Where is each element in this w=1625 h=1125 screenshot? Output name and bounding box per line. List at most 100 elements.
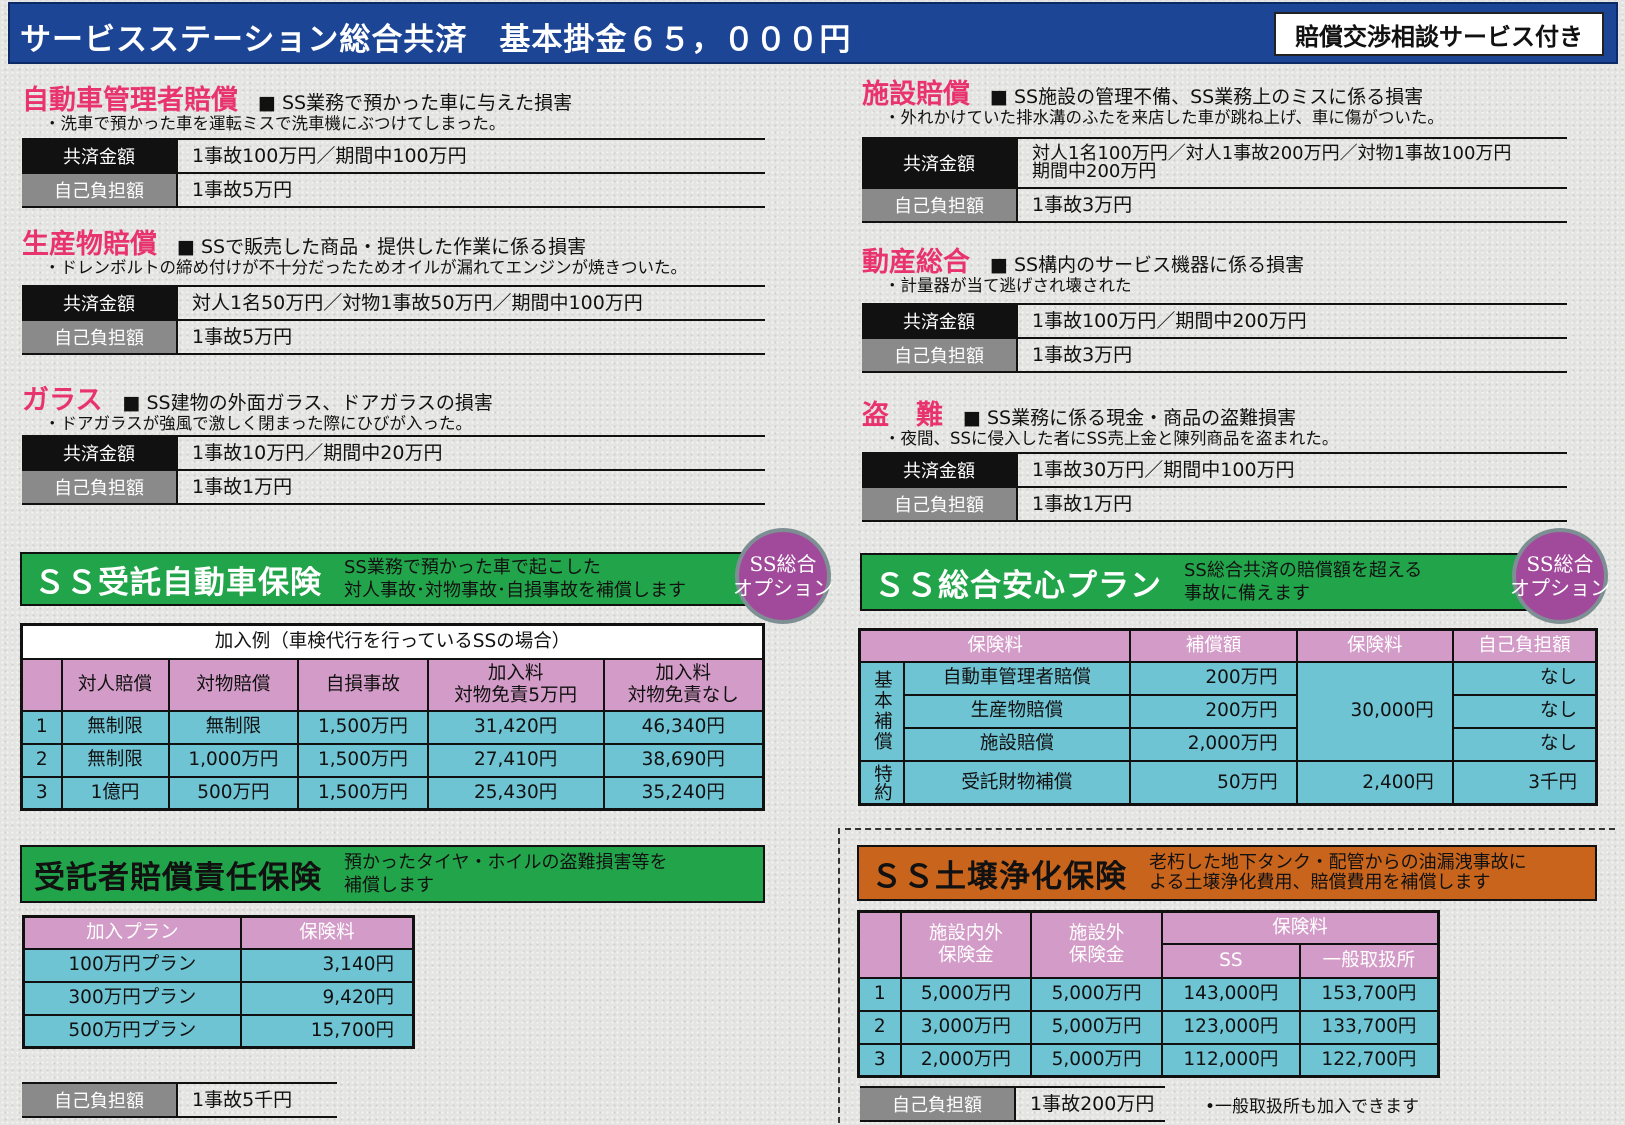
section-desc: SS建物の外面ガラス、ドアガラスの損害 — [122, 388, 492, 415]
table-cell: 112,000円 — [1160, 1042, 1301, 1078]
divider — [838, 828, 840, 1123]
table-row: 100万円プラン 3,140円 — [22, 947, 415, 983]
table-cell: 保険料 — [1160, 910, 1440, 945]
table-cell: 自損事故 — [297, 657, 429, 712]
table-cell: 無制限 — [60, 742, 170, 778]
table-cell: 保険料 — [1295, 628, 1454, 663]
trust-insurance-banner: 受託者賠償責任保険 預かったタイヤ・ホイルの盗難損害等を 補償します — [20, 845, 765, 903]
table-cell: 100万円プラン — [22, 947, 242, 983]
coverage-value: 1事故30万円／期間中100万円 — [1016, 452, 1567, 488]
table-cell: 3 — [857, 1042, 902, 1078]
table-cell: 30,000円 — [1295, 660, 1454, 762]
table-cell — [857, 910, 902, 979]
auto-insurance-table: 加入例（車検代行を行っているSSの場合） 対人賠償 対物賠償 自損事故 加入料 対物免責… — [20, 623, 765, 811]
table-cell: 3,140円 — [239, 947, 415, 983]
coverage-section: ガラス SS建物の外面ガラス、ドアガラスの損害 — [22, 378, 493, 417]
table-cell: SS — [1160, 942, 1301, 979]
table-cell: 35,240円 — [602, 775, 765, 811]
table-cell: 3千円 — [1451, 759, 1598, 806]
section-example: ・ドレンボルトの締め付けが不十分だったためオイルが漏れてエンジンが焼きついた。 — [44, 258, 688, 277]
table-cell: 受託財物補償 — [902, 759, 1132, 806]
table-cell: 施設内外 保険金 — [899, 910, 1033, 979]
section-title: 施設賠償 — [862, 79, 970, 110]
plan-table: 保険料 補償額 保険料 自己負担額 基本補償 自動車管理者賠償 200万円 30,000円 なし… — [858, 628, 1598, 806]
table-cell: 1,500万円 — [297, 709, 429, 745]
table-cell: 300万円プラン — [22, 980, 242, 1016]
coverage-value: 対人1名50万円／対物1事故50万円／期間中100万円 — [176, 285, 765, 321]
table-cell: 3 — [20, 775, 63, 811]
option-badge: SS総合 オプション — [733, 528, 833, 624]
section-desc: SS業務で預かった車に与えた損害 — [258, 88, 572, 115]
auto-insurance-desc: SS業務で預かった車で起こした 対人事故･対物事故･自損事故を補償します — [344, 556, 686, 601]
coverage-section: 盗 難 SS業務に係る現金・商品の盗難損害 — [862, 393, 1296, 432]
table-cell: 15,700円 — [239, 1013, 415, 1049]
table-row: 2 無制限 1,000万円 1,500万円 27,410円 38,690円 — [20, 742, 765, 778]
table-cell: なし — [1451, 726, 1598, 762]
section-desc: SS業務に係る現金・商品の盗難損害 — [963, 403, 1296, 430]
table-cell: 自動車管理者賠償 — [902, 660, 1132, 696]
section-example: ・計量器が当て逃げされ壊された — [884, 276, 1132, 295]
section-title: 自動車管理者賠償 — [22, 85, 238, 116]
deductible-label: 自己負担額 — [22, 1082, 177, 1118]
table-cell: 施設賠償 — [902, 726, 1132, 762]
table-cell: 対物賠償 — [167, 657, 300, 712]
section-table: 共済金額 1事故30万円／期間中100万円 自己負担額 1事故1万円 — [862, 452, 1567, 522]
table-row: 基本補償 自動車管理者賠償 200万円 30,000円 なし — [858, 660, 1598, 762]
table-cell: 5,000万円 — [1030, 1042, 1163, 1078]
table-cell: 生産物賠償 — [902, 693, 1132, 729]
table-cell: 200万円 — [1129, 660, 1298, 696]
coverage-section: 動産総合 SS構内のサービス機器に係る損害 — [862, 240, 1304, 279]
section-table: 共済金額 1事故100万円／期間中200万円 自己負担額 1事故3万円 — [862, 303, 1567, 373]
deductible-value: 1事故1万円 — [1016, 486, 1567, 522]
trust-deductible-table: 自己負担額 1事故5千円 — [22, 1082, 337, 1118]
page-title: サービスステーション総合共済 基本掛金６５，０００円 — [20, 22, 852, 58]
table-cell: 2,400円 — [1295, 759, 1454, 806]
deductible-value: 1事故3万円 — [1016, 337, 1567, 373]
table-cell: 補償額 — [1129, 628, 1298, 663]
table-row: 3 1億円 500万円 1,500万円 25,430円 35,240円 — [20, 775, 765, 811]
table-cell: 1,500万円 — [297, 775, 429, 811]
table-cell: 加入プラン — [22, 915, 242, 950]
table-cell: 25,430円 — [426, 775, 605, 811]
deductible-label: 自己負担額 — [22, 172, 177, 208]
coverage-label: 共済金額 — [862, 303, 1017, 339]
table-cell: 1,000万円 — [167, 742, 300, 778]
section-desc: SS施設の管理不備、SS業務上のミスに係る損害 — [990, 82, 1423, 109]
deductible-value: 1事故3万円 — [1016, 187, 1567, 223]
soil-banner: ＳＳ土壌浄化保険 老朽した地下タンク・配管からの油漏洩事故に よる土壌浄化費用、… — [857, 845, 1597, 901]
coverage-label: 共済金額 — [862, 137, 1017, 189]
table-cell: なし — [1451, 660, 1598, 696]
deductible-label: 自己負担額 — [22, 469, 177, 505]
table-cell: 1 — [20, 709, 63, 745]
table-cell: 施設外 保険金 — [1030, 910, 1163, 979]
section-title: 生産物賠償 — [22, 229, 157, 260]
table-cell: 5,000万円 — [1030, 976, 1163, 1012]
table-cell: 9,420円 — [239, 980, 415, 1016]
trust-insurance-table: 加入プラン 保険料 100万円プラン 3,140円 300万円プラン 9,420円 500万… — [22, 915, 415, 1049]
section-table: 共済金額 対人1名50万円／対物1事故50万円／期間中100万円 自己負担額 1… — [22, 285, 765, 355]
table-cell: 1億円 — [60, 775, 170, 811]
table-row: 施設賠償 2,000万円 なし — [860, 726, 1598, 762]
table-cell: 50万円 — [1129, 759, 1298, 806]
table-cell: 1 — [857, 976, 902, 1012]
soil-table: 施設内外 保険金 施設外 保険金 保険料 SS 一般取扱所 1 5,000万円 5,000万円… — [857, 910, 1440, 1078]
table-cell: 自己負担額 — [1451, 628, 1598, 663]
table-cell: 153,700円 — [1298, 976, 1440, 1012]
deductible-label: 自己負担額 — [862, 187, 1017, 223]
section-title: 動産総合 — [862, 247, 970, 278]
group-label: 特約 — [858, 759, 905, 806]
coverage-section: 自動車管理者賠償 SS業務で預かった車に与えた損害 — [22, 78, 572, 117]
section-example: ・夜間、SSに侵入した者にSS売上金と陳列商品を盗まれた。 — [884, 429, 1339, 448]
plan-banner: ＳＳ総合安心プラン SS総合共済の賠償額を超える 事故に備えます — [860, 553, 1550, 611]
table-cell: 2,000万円 — [899, 1042, 1033, 1078]
table-row: 500万円プラン 15,700円 — [22, 1013, 415, 1049]
table-cell: 2,000万円 — [1129, 726, 1298, 762]
table-cell: 保険料 — [858, 628, 1132, 663]
table-row: 生産物賠償 200万円 なし — [860, 693, 1598, 729]
table-cell: 500万円 — [167, 775, 300, 811]
coverage-value: 1事故100万円／期間中200万円 — [1016, 303, 1567, 339]
group-label: 基本補償 — [858, 660, 905, 762]
table-cell: 31,420円 — [426, 709, 605, 745]
service-badge: 賠償交渉相談サービス付き — [1274, 12, 1604, 56]
coverage-value: 1事故10万円／期間中20万円 — [176, 435, 765, 471]
